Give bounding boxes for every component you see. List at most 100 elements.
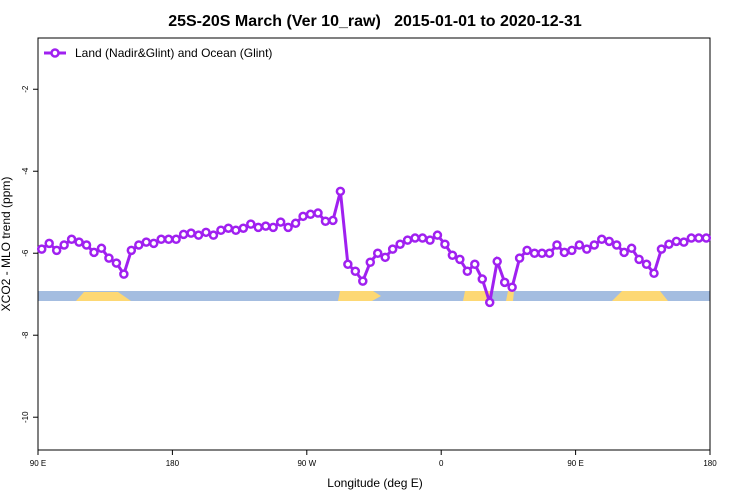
data-point (671, 236, 682, 247)
data-point (499, 277, 510, 288)
data-point (701, 233, 712, 243)
data-point (440, 239, 450, 249)
data-point (283, 222, 293, 233)
legend-marker (50, 48, 60, 58)
data-point (74, 237, 84, 247)
data-point (126, 245, 137, 256)
data-point (186, 228, 196, 238)
y-axis-title: XCO2 - MLO trend (ppm) (0, 177, 13, 312)
data-point (686, 233, 697, 243)
plot-frame (37, 37, 711, 451)
data-point (231, 225, 241, 236)
data-point (417, 233, 428, 243)
data-point (537, 248, 547, 258)
data-point (380, 252, 390, 263)
data-point (552, 240, 562, 250)
data-point (208, 230, 219, 240)
data-point (51, 245, 62, 256)
x-axis-title: Longitude (deg E) (327, 476, 422, 490)
data-point (664, 239, 674, 249)
x-tick-label: 90 E (30, 459, 46, 468)
data-point (634, 254, 644, 265)
y-tick-label: -8 (21, 331, 30, 339)
data-point (216, 225, 226, 236)
land-patch (612, 291, 668, 301)
data-point (193, 230, 204, 240)
data-point (201, 227, 211, 238)
data-point (320, 216, 331, 226)
data-point (275, 217, 286, 227)
data-point (656, 244, 667, 254)
data-point (119, 269, 129, 279)
data-point (402, 235, 413, 245)
x-tick-label: 90 E (567, 459, 583, 468)
data-point (290, 218, 301, 229)
data-point (529, 248, 540, 258)
data-point (365, 257, 376, 267)
data-point (81, 240, 92, 250)
land-patch (76, 292, 131, 301)
data-point (66, 234, 77, 245)
data-point (567, 245, 577, 256)
data-point (141, 237, 152, 247)
data-point (96, 243, 107, 254)
data-point (134, 240, 144, 250)
data-point (470, 259, 480, 270)
data-point (425, 235, 435, 245)
data-point (335, 186, 346, 197)
data-point (432, 230, 443, 240)
data-point (619, 247, 629, 258)
land-patch (463, 291, 492, 301)
data-point (582, 244, 592, 254)
data-point (641, 259, 652, 270)
data-point (104, 253, 114, 263)
data-point (484, 297, 495, 308)
legend-label: Land (Nadir&Glint) and Ocean (Glint) (75, 46, 272, 60)
data-point (514, 253, 525, 263)
data-point (223, 223, 234, 233)
data-point (111, 258, 122, 268)
data-point (253, 222, 264, 233)
data-point (626, 243, 637, 254)
data-point (89, 247, 99, 258)
land-ocean-strip (38, 291, 710, 301)
data-point (343, 259, 353, 270)
data-point (559, 247, 570, 258)
data-point (462, 266, 473, 277)
data-point (59, 240, 69, 250)
data-point (246, 219, 256, 229)
data-point (178, 229, 189, 240)
chart-title: 25S-20S March (Ver 10_raw) 2015-01-01 to… (168, 13, 582, 30)
y-tick-label: -6 (21, 249, 30, 257)
data-point (522, 245, 532, 256)
data-point (694, 233, 704, 243)
data-point (604, 236, 614, 247)
data-point (679, 237, 689, 247)
data-point (305, 209, 316, 220)
data-point (260, 221, 271, 231)
data-point (328, 215, 338, 226)
data-point (574, 240, 585, 250)
data-point (447, 250, 458, 261)
data-point (544, 248, 555, 258)
data-point (455, 254, 465, 265)
data-point (156, 234, 166, 245)
data-point (350, 266, 361, 277)
data-point (372, 248, 383, 258)
x-tick-label: 180 (166, 459, 180, 468)
data-point (611, 240, 622, 250)
data-point (148, 238, 159, 249)
data-point (36, 244, 47, 254)
x-tick-label: 180 (703, 459, 717, 468)
data-point (395, 239, 405, 249)
x-tick-label: 90 W (297, 459, 316, 468)
data-point (313, 208, 323, 218)
y-tick-label: -2 (21, 85, 30, 93)
data-point (387, 244, 398, 254)
data-point (298, 211, 308, 222)
land-patch (338, 291, 381, 301)
data-point (589, 240, 600, 250)
data-point (171, 234, 181, 245)
data-point (507, 282, 517, 292)
land-patch (506, 291, 514, 301)
